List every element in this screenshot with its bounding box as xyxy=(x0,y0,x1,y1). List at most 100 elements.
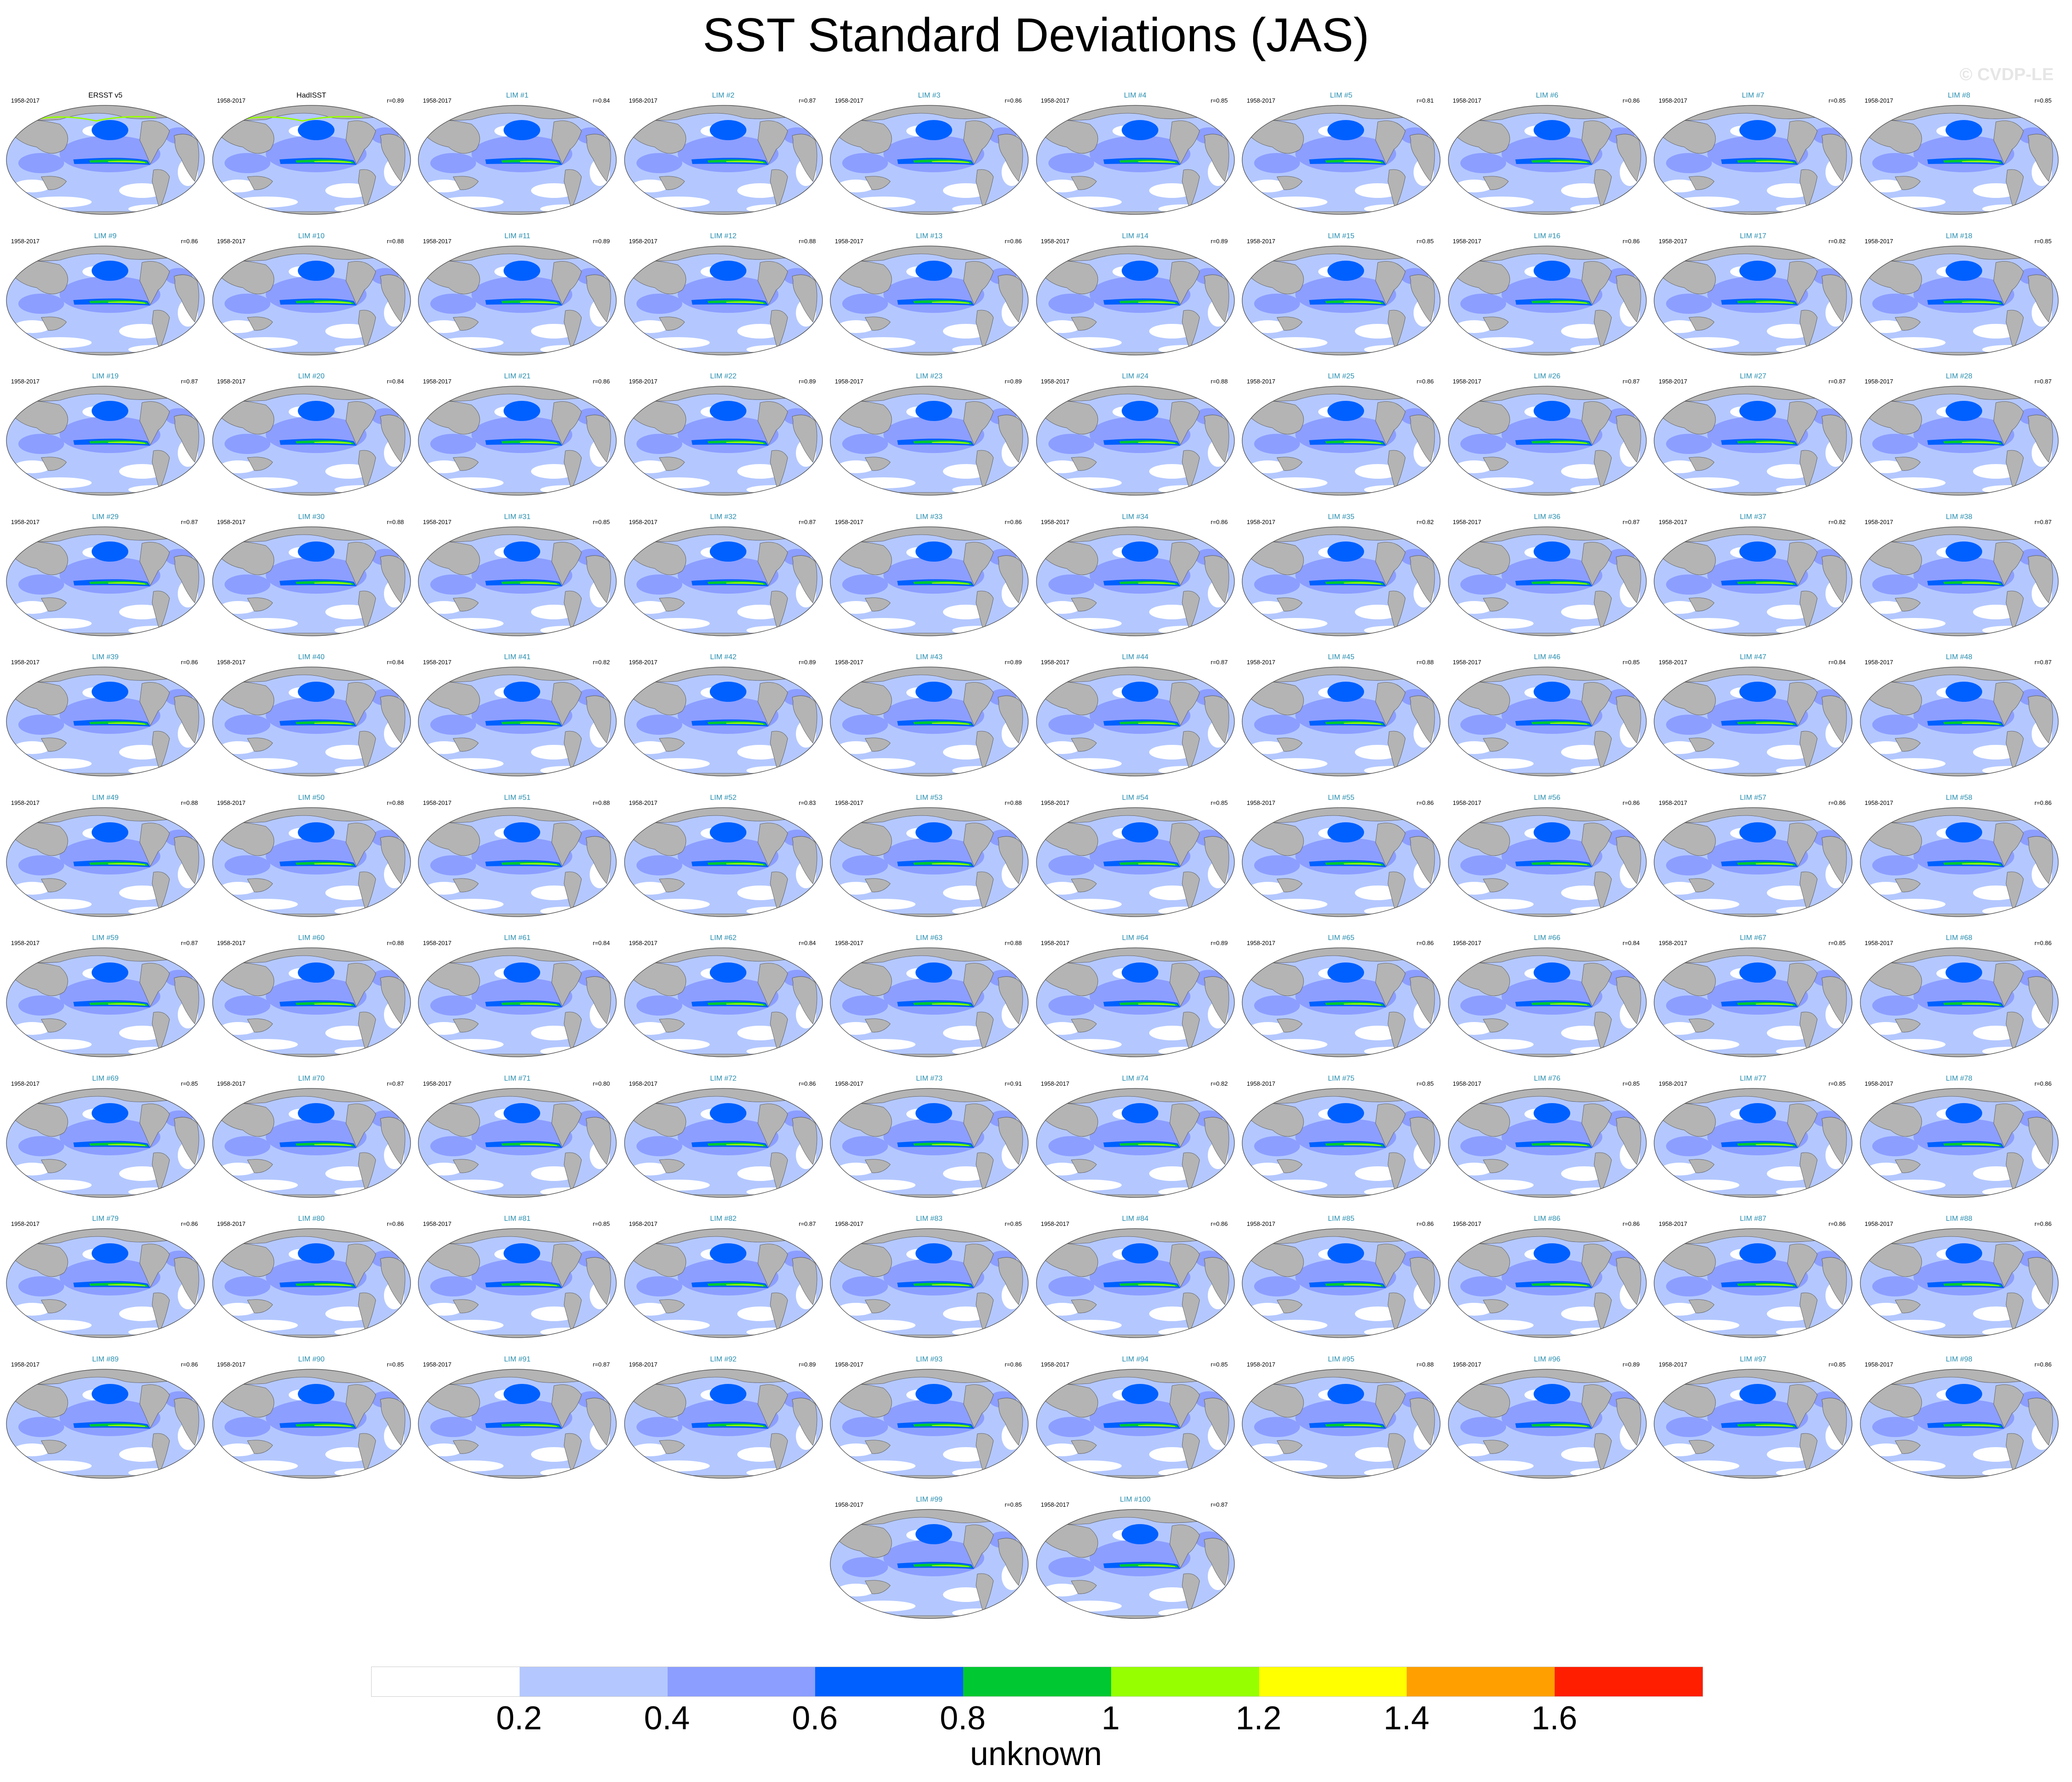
low-variance-patch xyxy=(1043,1584,1080,1596)
sst-std-map xyxy=(6,105,205,215)
moderate-variance-region xyxy=(636,855,682,875)
low-variance-patch xyxy=(540,1328,595,1337)
low-variance-patch xyxy=(1057,1179,1122,1191)
land-mask xyxy=(1799,310,1818,350)
land-mask xyxy=(865,1439,891,1454)
low-variance-patch xyxy=(631,1022,669,1035)
map-panel: 1958-2017 LIM #9 r=0.86 xyxy=(5,228,206,358)
panel-period: 1958-2017 xyxy=(629,97,658,104)
sst-std-map xyxy=(624,245,823,355)
land-mask xyxy=(1799,1011,1818,1052)
enso-band-inner xyxy=(313,722,352,725)
panel-period: 1958-2017 xyxy=(1041,659,1069,666)
panel-title: LIM #59 xyxy=(92,934,119,942)
low-variance-patch xyxy=(645,618,710,629)
map-panel: 1958-2017 LIM #50 r=0.88 xyxy=(211,789,412,920)
sst-std-map xyxy=(1654,1368,1853,1479)
panel-period: 1958-2017 xyxy=(1247,799,1276,806)
land-mask xyxy=(1581,822,1612,867)
land-mask xyxy=(1169,1103,1200,1148)
low-variance-patch xyxy=(1675,337,1739,348)
low-variance-patch xyxy=(334,906,389,916)
enso-band-inner xyxy=(520,1143,558,1146)
panel-title: LIM #38 xyxy=(1946,513,1973,521)
sst-std-map xyxy=(1242,245,1441,355)
land-mask xyxy=(1821,415,1847,463)
map-panel: 1958-2017 LIM #88 r=0.86 xyxy=(1858,1210,2060,1341)
land-mask xyxy=(998,695,1023,743)
enso-band-inner xyxy=(725,1424,764,1427)
map-outline xyxy=(1654,245,1853,355)
panel-title: LIM #100 xyxy=(1120,1496,1151,1503)
map-outline xyxy=(418,807,617,917)
low-variance-patch xyxy=(1250,1303,1286,1316)
sst-std-map xyxy=(6,807,205,917)
moderate-variance-region xyxy=(1460,855,1506,875)
low-variance-patch xyxy=(1364,625,1419,635)
land-mask xyxy=(1277,176,1303,190)
north-pacific-variance xyxy=(1945,541,1982,562)
land-mask xyxy=(1204,836,1229,884)
land-mask xyxy=(830,1054,1028,1057)
land-mask xyxy=(1036,352,1234,355)
low-variance-patch xyxy=(219,1162,257,1175)
land-mask xyxy=(963,963,994,1007)
panel-title: LIM #36 xyxy=(1534,513,1561,521)
low-variance-patch xyxy=(426,741,462,754)
low-variance-patch xyxy=(1455,881,1492,895)
land-mask xyxy=(1169,541,1200,586)
land-mask xyxy=(380,1257,405,1305)
land-mask xyxy=(830,1615,1028,1618)
low-variance-patch xyxy=(838,881,874,895)
sst-std-map xyxy=(418,1088,617,1198)
panel-correlation: r=0.89 xyxy=(799,378,816,385)
land-mask xyxy=(998,1397,1023,1446)
panel-period: 1958-2017 xyxy=(1659,1361,1688,1368)
panel-correlation: r=0.87 xyxy=(2034,518,2052,525)
land-mask xyxy=(1182,590,1200,631)
land-mask xyxy=(564,1011,582,1052)
enso-band-inner xyxy=(1137,1143,1176,1146)
land-mask xyxy=(586,836,611,884)
land-mask xyxy=(1070,878,1097,892)
land-mask xyxy=(1594,1011,1612,1052)
land-mask xyxy=(1688,878,1715,892)
moderate-variance-region xyxy=(1460,153,1506,173)
panel-correlation: r=0.86 xyxy=(1416,799,1434,806)
land-mask xyxy=(6,211,204,214)
panel-correlation: r=0.85 xyxy=(592,518,610,525)
land-mask xyxy=(1242,492,1440,495)
land-mask xyxy=(1654,1194,1852,1197)
land-mask xyxy=(212,1475,411,1478)
north-pacific-variance xyxy=(92,260,128,281)
land-mask xyxy=(1182,169,1200,210)
land-mask xyxy=(658,1159,685,1173)
land-mask xyxy=(380,1116,405,1165)
map-outline xyxy=(1242,1088,1441,1198)
land-mask xyxy=(1860,352,2058,355)
land-mask xyxy=(453,597,479,612)
moderate-variance-region xyxy=(1048,1557,1094,1577)
enso-band-inner xyxy=(1961,582,2000,585)
land-mask xyxy=(358,450,376,491)
sst-std-map xyxy=(418,947,617,1057)
panel-correlation: r=0.83 xyxy=(799,799,816,806)
land-mask xyxy=(1482,1439,1509,1454)
map-panel: 1958-2017 LIM #48 r=0.87 xyxy=(1858,649,2060,779)
panel-period: 1958-2017 xyxy=(835,378,864,385)
land-mask xyxy=(624,1334,822,1338)
land-mask xyxy=(212,492,411,495)
enso-band-inner xyxy=(1755,441,1793,444)
land-mask xyxy=(792,274,817,323)
map-outline xyxy=(418,526,617,636)
enso-band-inner xyxy=(1343,1424,1381,1427)
low-variance-patch xyxy=(1867,1162,1904,1175)
map-outline xyxy=(6,947,205,1057)
low-variance-patch xyxy=(1250,460,1286,473)
land-mask xyxy=(2028,134,2053,182)
moderate-variance-region xyxy=(1254,855,1300,875)
north-pacific-variance xyxy=(1739,541,1776,562)
moderate-variance-region xyxy=(18,855,64,875)
sst-std-map xyxy=(1036,245,1235,355)
land-mask xyxy=(1482,457,1509,471)
